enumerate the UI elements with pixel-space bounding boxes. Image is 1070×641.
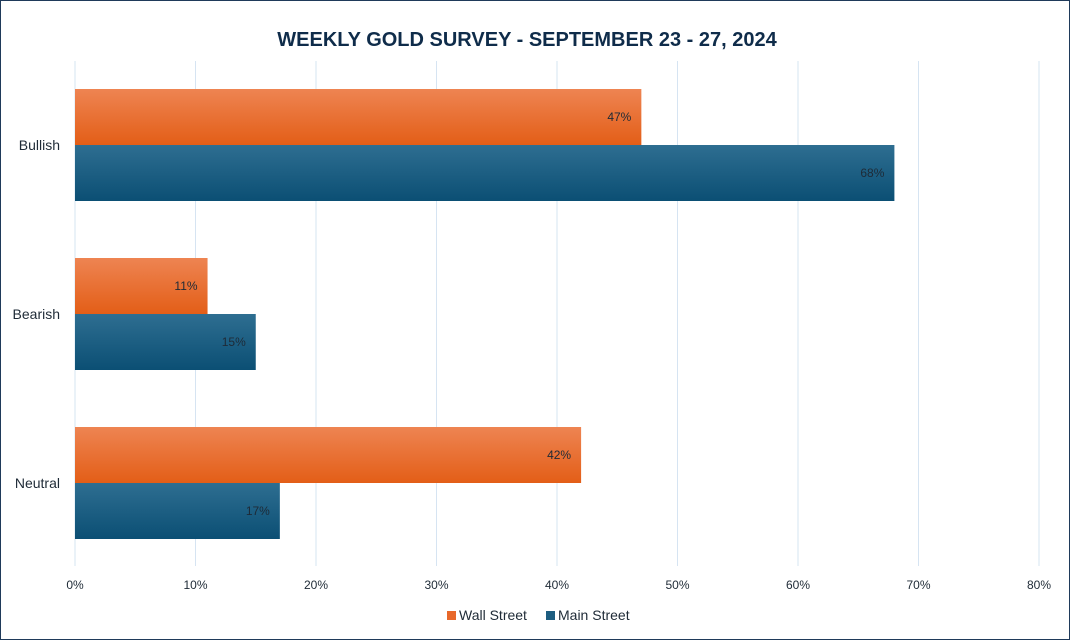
bar-main-street-bearish	[75, 314, 256, 370]
bars	[75, 89, 895, 539]
x-tick-label: 40%	[545, 578, 569, 592]
legend-swatch	[546, 611, 555, 620]
category-label-neutral: Neutral	[15, 475, 60, 491]
x-tick-label: 80%	[1027, 578, 1051, 592]
data-label: 15%	[222, 335, 246, 349]
category-axis: Bullish Bearish Neutral	[13, 137, 60, 491]
data-label: 11%	[174, 279, 197, 293]
x-tick-label: 10%	[183, 578, 207, 592]
chart-title: WEEKLY GOLD SURVEY - SEPTEMBER 23 - 27, …	[277, 29, 777, 51]
bar-main-street-bullish	[75, 145, 895, 201]
x-tick-label: 0%	[66, 578, 84, 592]
x-tick-label: 60%	[786, 578, 810, 592]
x-tick-label: 70%	[906, 578, 930, 592]
data-label: 17%	[246, 504, 270, 518]
category-label-bullish: Bullish	[19, 137, 60, 153]
legend: Wall Street Main Street	[447, 607, 630, 623]
x-tick-label: 30%	[424, 578, 448, 592]
category-label-bearish: Bearish	[13, 306, 60, 322]
data-label: 42%	[547, 448, 571, 462]
legend-label: Wall Street	[459, 607, 527, 623]
data-label: 47%	[607, 110, 631, 124]
bar-main-street-neutral	[75, 483, 280, 539]
legend-label: Main Street	[558, 607, 630, 623]
value-axis: 0% 10% 20% 30% 40% 50% 60% 70% 80%	[66, 578, 1051, 592]
data-label: 68%	[860, 166, 884, 180]
bar-wall-street-bullish	[75, 89, 642, 145]
x-tick-label: 20%	[304, 578, 328, 592]
data-labels: 47% 68% 11% 15% 42% 17%	[174, 110, 884, 518]
legend-swatch	[447, 611, 456, 620]
bar-wall-street-bearish	[75, 258, 208, 314]
bar-wall-street-neutral	[75, 427, 582, 483]
x-tick-label: 50%	[665, 578, 689, 592]
